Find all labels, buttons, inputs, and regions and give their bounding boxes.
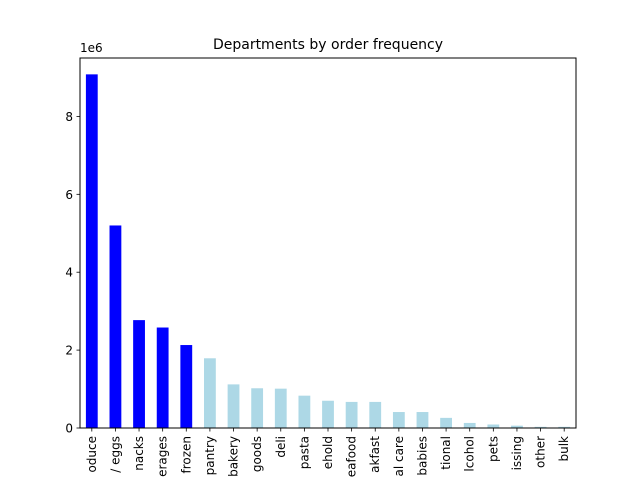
bar-12 — [369, 401, 382, 428]
x-axis-ticks: oduce / eggs nacks erages frozen pantry bakery… — [85, 428, 571, 477]
x-tick-label-12: akfast — [368, 436, 382, 473]
bar-19 — [534, 426, 547, 428]
x-tick-label-2: nacks — [132, 436, 146, 471]
y-tick-label-2: 4 — [65, 266, 73, 280]
x-tick-label-13: al care — [392, 436, 406, 477]
bar-7 — [251, 388, 264, 428]
bars-group — [85, 74, 571, 429]
bar-1 — [109, 225, 122, 428]
y-tick-label-0: 0 — [65, 422, 73, 436]
bar-13 — [392, 412, 405, 428]
bar-4 — [180, 345, 193, 428]
x-tick-label-15: tional — [439, 436, 453, 470]
x-tick-label-1: / eggs — [108, 436, 122, 473]
y-tick-label-3: 6 — [65, 188, 73, 202]
x-tick-label-5: pantry — [203, 436, 217, 475]
bar-11 — [345, 401, 358, 428]
x-tick-label-16: lcohol — [463, 436, 477, 472]
x-tick-label-18: issing — [510, 436, 524, 470]
x-tick-label-7: goods — [250, 436, 264, 472]
bar-8 — [274, 388, 287, 428]
x-tick-label-3: erages — [156, 436, 170, 477]
x-tick-label-9: pasta — [297, 436, 311, 469]
x-tick-label-10: ehold — [321, 436, 335, 469]
x-tick-label-14: babies — [415, 436, 429, 476]
bar-9 — [298, 395, 311, 428]
x-tick-label-19: other — [534, 436, 548, 468]
y-tick-label-4: 8 — [65, 110, 73, 124]
bar-10 — [322, 400, 334, 428]
x-tick-label-8: deli — [274, 436, 288, 458]
plot-area-frame — [79, 57, 577, 429]
x-tick-label-6: bakery — [227, 436, 241, 477]
chart-title: Departments by order frequency — [213, 37, 443, 53]
bar-17 — [487, 424, 500, 428]
bar-18 — [511, 425, 523, 428]
bar-6 — [227, 384, 240, 428]
bar-14 — [416, 412, 429, 428]
y-axis-ticks: 0 2 4 6 8 — [65, 110, 80, 436]
bar-2 — [133, 320, 145, 428]
bar-0 — [85, 74, 98, 429]
x-tick-label-11: eafood — [345, 436, 359, 477]
bar-15 — [440, 417, 452, 428]
y-tick-label-1: 2 — [65, 344, 73, 358]
bar-5 — [204, 358, 216, 428]
bar-16 — [463, 422, 476, 428]
x-tick-label-17: pets — [486, 436, 500, 462]
bar-20 — [558, 426, 571, 428]
x-tick-label-0: oduce — [85, 436, 99, 473]
bar-3 — [156, 327, 169, 428]
x-tick-label-20: bulk — [557, 436, 571, 462]
x-tick-label-4: frozen — [179, 436, 193, 474]
y-axis-multiplier-label: 1e6 — [80, 41, 103, 55]
